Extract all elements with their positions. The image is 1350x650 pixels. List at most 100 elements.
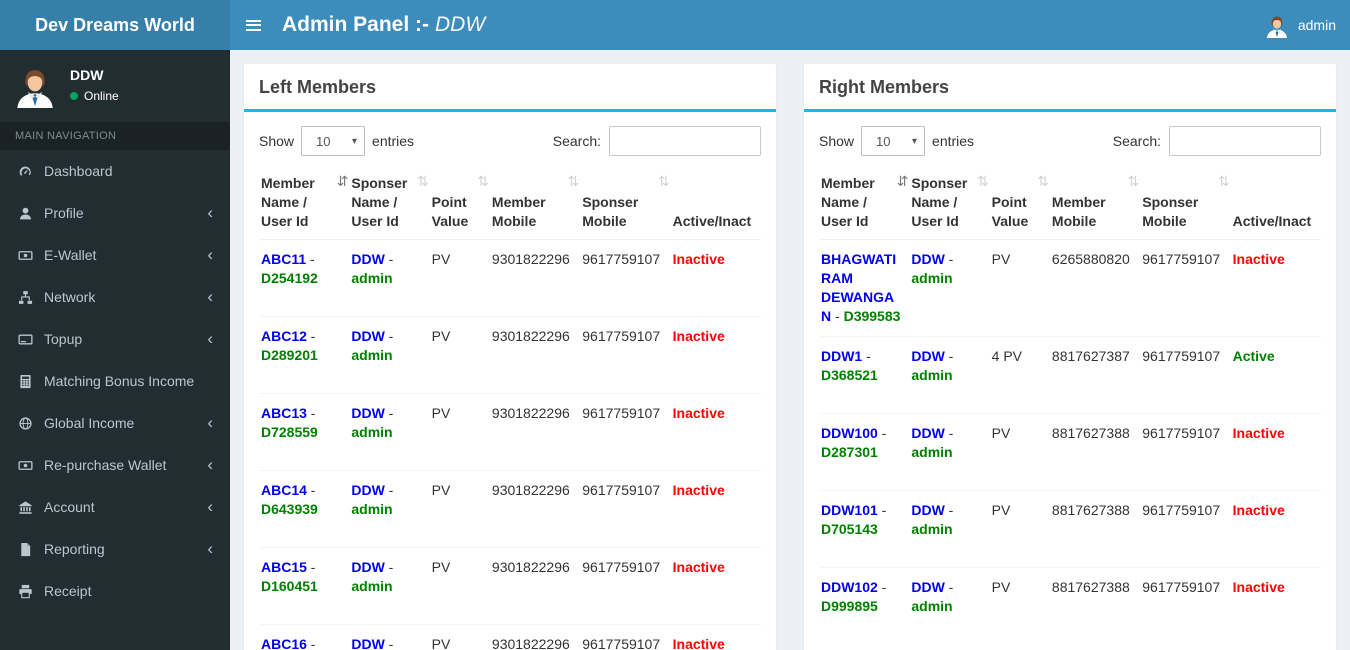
column-header-sponser-name-user-id[interactable]: Sponser Name / User Id ⇅ [909, 168, 990, 240]
member-user-id: D289201 [261, 347, 318, 363]
member-name-link[interactable]: ABC12 [261, 328, 307, 344]
column-header-sponser-name-user-id[interactable]: Sponser Name / User Id ⇅ [349, 168, 430, 240]
column-header-sponser-mobile[interactable]: Sponser Mobile ⇅ [1140, 168, 1231, 240]
sort-icon: ⇅ [416, 174, 429, 190]
sponser-name-cell: DDW - admin [349, 239, 430, 317]
sponser-name-link[interactable]: DDW [351, 328, 385, 344]
column-header-point-value[interactable]: Point Value ⇅ [429, 168, 490, 240]
sidebar-item-dashboard[interactable]: Dashboard [0, 150, 230, 192]
page-length-select[interactable]: 10 ▾ [861, 126, 926, 156]
column-header-point-value[interactable]: Point Value ⇅ [989, 168, 1050, 240]
sidebar-avatar [12, 62, 58, 108]
brand-logo[interactable]: Dev Dreams World [0, 0, 230, 50]
sponser-name-link[interactable]: DDW [911, 502, 945, 518]
members-table: Member Name / User Id ⇵ Sponser Name / Use… [819, 168, 1321, 645]
sponser-user-id: admin [911, 270, 953, 286]
sponser-name-link[interactable]: DDW [351, 405, 385, 421]
member-row: DDW1 - D368521 DDW - admin 4 PV 8817627387 9… [819, 336, 1321, 414]
sponser-name-cell: DDW - admin [911, 579, 954, 614]
hamburger-icon [245, 19, 261, 31]
column-header-label: Sponser Mobile [582, 194, 639, 229]
column-header-label: Member Name / User Id [821, 175, 875, 229]
sponser-user-id: admin [351, 347, 393, 363]
member-name-link[interactable]: BHAGWATI RAM DEWANGAN [821, 251, 897, 324]
sponser-user-id: admin [351, 270, 393, 286]
member-row: BHAGWATI RAM DEWANGAN - D399583 DDW - adm… [819, 239, 1321, 337]
sponser-mobile-cell: 9617759107 [580, 316, 671, 394]
search-control: Search: [1113, 126, 1321, 156]
sidebar-item-topup[interactable]: Topup ‹ [0, 318, 230, 360]
sponser-name-link[interactable]: DDW [911, 579, 945, 595]
column-header-label: Member Name / User Id [261, 175, 315, 229]
point-value-cell: PV [989, 413, 1050, 491]
sponser-mobile-cell: 9617759107 [580, 547, 671, 625]
column-header-member-name-user-id[interactable]: Member Name / User Id ⇵ [819, 168, 910, 240]
chevron-left-icon: ‹ [207, 539, 213, 558]
sponser-name-link[interactable]: DDW [351, 559, 385, 575]
sponser-name-link[interactable]: DDW [911, 348, 945, 364]
member-name-link[interactable]: ABC16 [261, 636, 307, 650]
member-name-link[interactable]: DDW101 [821, 502, 878, 518]
column-header-member-name-user-id[interactable]: Member Name / User Id ⇵ [259, 168, 350, 240]
column-header-label: Active/Inact [1232, 213, 1312, 229]
member-name-link[interactable]: DDW102 [821, 579, 878, 595]
sort-icon: ⇵ [896, 174, 909, 190]
sidebar-item-label: Dashboard [44, 163, 113, 179]
right-members-panel: Right Members Show 10 ▾ entries Search: [804, 64, 1336, 650]
search-input[interactable] [1169, 126, 1321, 156]
member-name-link[interactable]: ABC15 [261, 559, 307, 575]
sidebar-item-e-wallet[interactable]: E-Wallet ‹ [0, 234, 230, 276]
member-user-id: D728559 [261, 424, 318, 440]
member-mobile-cell: 9301822296 [489, 393, 581, 471]
column-header-member-mobile[interactable]: Member Mobile ⇅ [1049, 168, 1141, 240]
member-name-link[interactable]: ABC11 [261, 251, 307, 267]
sponser-name-link[interactable]: DDW [351, 251, 385, 267]
point-value-cell: 4 PV [989, 336, 1050, 414]
column-header-member-mobile[interactable]: Member Mobile ⇅ [489, 168, 581, 240]
panel-header: Right Members [804, 64, 1336, 112]
sponser-name-link[interactable]: DDW [911, 425, 945, 441]
status-cell: Inactive [670, 547, 761, 625]
sidebar-item-account[interactable]: Account ‹ [0, 486, 230, 528]
sidebar-item-receipt[interactable]: Receipt [0, 570, 230, 612]
member-name-link[interactable]: ABC13 [261, 405, 307, 421]
point-value-cell: PV [429, 316, 490, 394]
member-user-id: D287301 [821, 444, 878, 460]
sponser-name-link[interactable]: DDW [351, 482, 385, 498]
member-name-link[interactable]: DDW1 [821, 348, 863, 364]
search-input[interactable] [609, 126, 761, 156]
sort-icon: ⇅ [567, 174, 580, 190]
status-cell: Inactive [1230, 490, 1321, 568]
panel-body: Show 10 ▾ entries Search: Member Name / … [244, 112, 776, 650]
member-name-cell: ABC14 - D643939 [259, 470, 350, 548]
point-value-cell: PV [429, 547, 490, 625]
sidebar-menu: Dashboard Profile ‹ E-Wallet ‹ Network ‹ Topup ‹… [0, 150, 230, 612]
column-header-sponser-mobile[interactable]: Sponser Mobile ⇅ [580, 168, 671, 240]
member-name-link[interactable]: ABC14 [261, 482, 307, 498]
sponser-name-link[interactable]: DDW [351, 636, 385, 650]
sidebar-toggle-button[interactable] [230, 0, 276, 50]
member-mobile-cell: 9301822296 [489, 316, 581, 394]
sidebar-item-network[interactable]: Network ‹ [0, 276, 230, 318]
column-header-label: Active/Inact [672, 213, 752, 229]
sidebar-item-re-purchase-wallet[interactable]: Re-purchase Wallet ‹ [0, 444, 230, 486]
sponser-name-link[interactable]: DDW [911, 251, 945, 267]
calculator-icon [15, 374, 35, 389]
sidebar-item-reporting[interactable]: Reporting ‹ [0, 528, 230, 570]
page-length-select[interactable]: 10 ▾ [301, 126, 366, 156]
member-mobile-cell: 9301822296 [489, 239, 581, 317]
panel-header: Left Members [244, 64, 776, 112]
sidebar-item-global-income[interactable]: Global Income ‹ [0, 402, 230, 444]
sidebar-item-profile[interactable]: Profile ‹ [0, 192, 230, 234]
status-cell: Inactive [1231, 568, 1321, 645]
sidebar-item-matching-bonus-income[interactable]: Matching Bonus Income [0, 360, 230, 402]
member-name-link[interactable]: DDW100 [821, 425, 878, 441]
sidebar-item-label: Reporting [44, 541, 105, 557]
chevron-left-icon: ‹ [207, 245, 213, 264]
sponser-mobile-cell: 9617759107 [582, 636, 661, 650]
search-control: Search: [553, 126, 761, 156]
member-name-cell: DDW102 - D999895 [821, 579, 887, 614]
member-name-cell: ABC12 - D289201 [259, 316, 350, 394]
sidebar-user-status[interactable]: Online [70, 89, 119, 103]
user-menu[interactable]: admin [1264, 0, 1336, 50]
